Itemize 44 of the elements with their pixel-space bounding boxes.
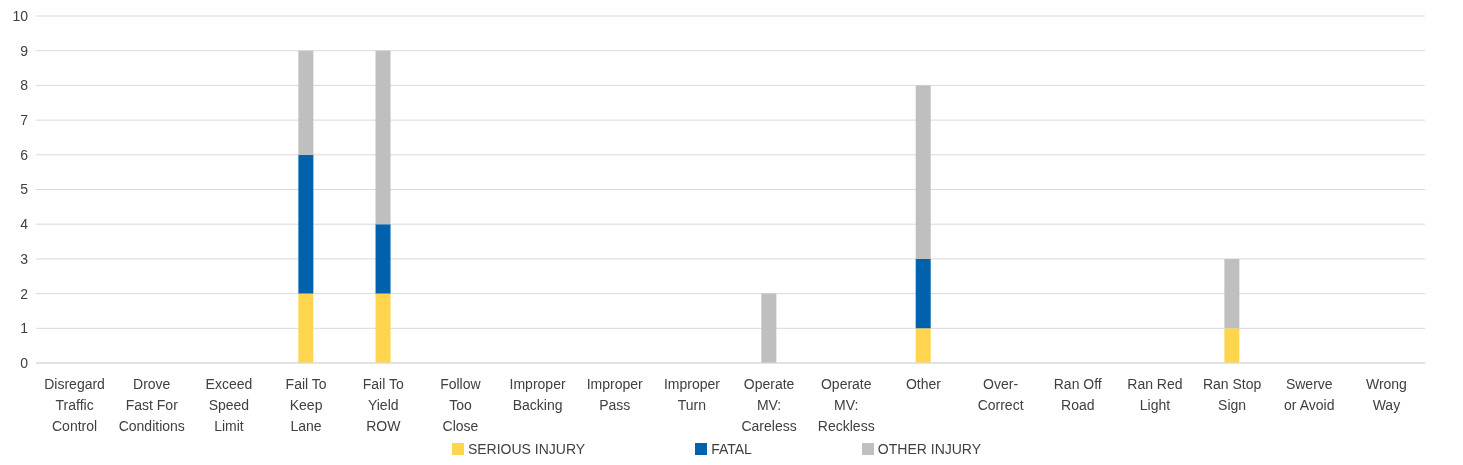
x-tick-label: Fail To Keep Lane [285,376,327,434]
x-tick-label: Ran Red Light [1127,376,1183,413]
x-tick-label: Ran Stop Sign [1202,376,1262,413]
legend-label: OTHER INJURY [876,441,982,457]
bar [1224,328,1240,363]
x-tick-label: Wrong Way [1365,376,1407,413]
legend-label: FATAL [710,441,752,457]
bar [915,85,931,259]
x-tick-label: Over-Correct [977,376,1024,413]
y-tick-label: 0 [20,354,29,371]
bar [375,224,391,294]
x-tick-label: Disregard Traffic Control [44,376,105,434]
y-tick-label: 8 [20,77,29,94]
y-tick-label: 2 [20,285,29,302]
x-tick-label: Improper Backing [509,376,566,413]
y-tick-label: 10 [12,7,29,24]
bar [761,293,777,363]
bar [298,293,314,363]
y-tick-label: 5 [20,181,29,198]
bar [375,293,391,363]
y-tick-label: 7 [20,112,29,129]
y-tick-label: 6 [20,146,29,163]
bar [298,50,314,155]
x-tick-label: Exceed Speed Limit [205,376,253,434]
y-tick-label: 4 [20,216,29,233]
x-tick-label: Ran Off Road [1053,376,1102,413]
x-tick-label: Swerve or Avoid [1284,376,1335,413]
x-tick-label: Improper Pass [586,376,644,413]
legend-label: SERIOUS INJURY [466,441,586,457]
bar [1224,258,1240,329]
bar [375,50,391,225]
bar [298,154,314,294]
y-tick-label: 3 [20,250,29,267]
x-tick-label: Improper Turn [663,376,721,413]
x-tick-label: Operate MV: Careless [741,376,797,434]
bar [915,328,931,363]
y-tick-label: 9 [20,42,29,59]
x-tick-label: Other [905,376,942,392]
x-tick-label: Operate MV: Reckless [817,376,875,434]
bar [915,258,931,329]
x-tick-label: Fail To Yield ROW [362,376,404,434]
x-tick-label: Drove Fast For Conditions [118,376,185,434]
y-tick-label: 1 [20,320,29,337]
x-tick-label: Follow Too Close [440,376,482,434]
